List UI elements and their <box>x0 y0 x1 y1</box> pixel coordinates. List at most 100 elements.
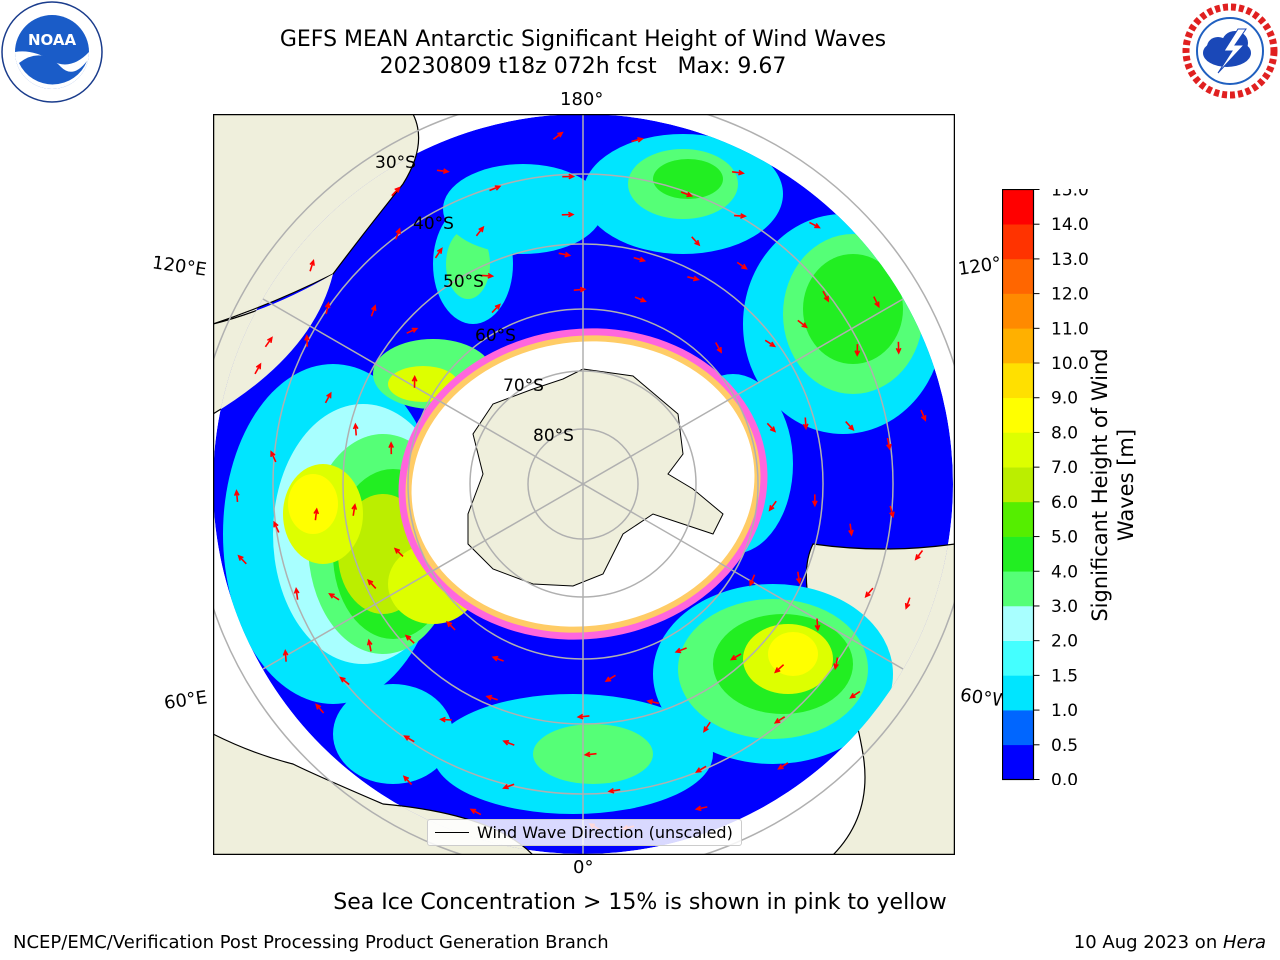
lon-label-60e: 60°E <box>162 687 209 714</box>
colorbar-segment <box>1002 467 1034 503</box>
wave-direction-arrow <box>873 296 880 309</box>
colorbar-tick-label: 8.0 <box>1051 423 1078 443</box>
wave-direction-arrow <box>491 303 501 314</box>
colorbar-label: Significant Height of Wind Waves [m] <box>1087 275 1139 695</box>
colorbar-segment <box>1002 293 1034 329</box>
colorbar-tick-label: 0.0 <box>1051 771 1078 786</box>
colorbar-tick-label: 7.0 <box>1051 458 1078 478</box>
wave-direction-arrow <box>491 655 504 662</box>
wave-direction-arrow <box>773 716 786 724</box>
wave-direction-arrow <box>366 638 373 652</box>
wave-direction-arrow <box>502 783 515 790</box>
wave-direction-arrow <box>845 421 855 432</box>
map-frame <box>213 114 955 855</box>
colorbar-tick-label: 11.0 <box>1051 319 1089 339</box>
colorbar-tick-label: 5.0 <box>1051 528 1078 548</box>
graticule <box>213 114 955 855</box>
wave-direction-arrow <box>391 186 401 197</box>
wave-direction-arrow <box>445 620 456 631</box>
colorbar-segment <box>1002 397 1034 433</box>
wave-direction-arrow <box>237 554 247 565</box>
wave-direction-arrow <box>339 676 350 686</box>
colorbar-segment <box>1002 536 1034 572</box>
wave-direction-arrow <box>914 550 924 561</box>
map-plot: 30°S 40°S 50°S 60°S 70°S 80°S <box>213 114 955 855</box>
colorbar-segment <box>1002 432 1034 468</box>
wave-direction-arrow <box>691 236 701 247</box>
colorbar-tick-label: 12.0 <box>1051 285 1089 305</box>
colorbar-segment <box>1002 710 1034 746</box>
colorbar-tick-label: 4.0 <box>1051 562 1078 582</box>
wave-direction-arrow <box>695 765 707 773</box>
wave-direction-arrow <box>694 805 708 812</box>
wave-direction-arrow <box>469 808 482 816</box>
colorbar-segment <box>1002 224 1034 260</box>
lat-label-60s: 60°S <box>475 326 516 346</box>
wave-direction-arrow <box>809 221 821 229</box>
wave-direction-arrow <box>273 520 280 533</box>
colorbar-segment <box>1002 571 1034 607</box>
wave-direction-arrow <box>777 762 789 770</box>
wave-direction-arrow <box>889 505 895 519</box>
wave-direction-arrow <box>404 634 415 644</box>
lon-label-120w: 120° <box>956 253 1003 280</box>
wave-direction-arrow <box>324 391 332 404</box>
wave-direction-arrow <box>674 647 687 654</box>
map-subtitle: 20230809 t18z 072h fcst Max: 9.67 <box>379 54 787 79</box>
wave-direction-arrow <box>439 716 452 723</box>
wave-direction-arrow <box>324 301 331 315</box>
colorbar-segment <box>1002 640 1034 676</box>
wave-direction-arrow <box>561 211 575 218</box>
wave-direction-arrow <box>703 721 711 733</box>
wave-direction-arrow <box>406 327 419 334</box>
wave-direction-arrow <box>254 362 262 375</box>
wave-direction-arrow <box>687 275 700 282</box>
wind-wave-arrows <box>233 131 927 831</box>
wave-direction-arrow <box>233 489 240 502</box>
lon-label-180: 180° <box>560 89 604 110</box>
lat-label-50s: 50°S <box>443 272 484 292</box>
wave-direction-arrow <box>402 775 413 786</box>
wave-direction-arrow <box>736 261 748 270</box>
colorbar-label-line1: Significant Height of Wind <box>1088 348 1112 622</box>
wave-direction-arrow <box>764 339 777 348</box>
wave-direction-arrow <box>822 290 830 303</box>
wave-direction-arrow <box>920 409 927 422</box>
wave-direction-arrow <box>270 450 277 463</box>
lat-label-30s: 30°S <box>375 153 416 173</box>
wave-direction-arrow <box>734 213 747 219</box>
colorbar-segment <box>1002 363 1034 399</box>
lon-label-120e: 120°E <box>150 252 208 281</box>
colorbar-tick-label: 6.0 <box>1051 493 1078 513</box>
wave-direction-arrow <box>411 374 418 388</box>
colorbar-tick-label: 10.0 <box>1051 354 1089 374</box>
wave-direction-arrow <box>833 657 839 671</box>
wave-direction-arrow <box>282 648 289 662</box>
wave-direction-arrow <box>895 341 902 355</box>
footer-date-text: 10 Aug 2023 on <box>1073 932 1223 953</box>
colorbar-tick-label: 15.0 <box>1051 189 1089 201</box>
colorbar-segment <box>1002 189 1034 225</box>
wave-direction-arrow <box>388 441 395 455</box>
colorbar-segment <box>1002 605 1034 641</box>
sea-ice-note: Sea Ice Concentration > 15% is shown in … <box>333 890 947 915</box>
wave-direction-arrow <box>848 523 854 537</box>
wave-direction-arrow <box>367 578 377 589</box>
colorbar-segment <box>1002 744 1034 780</box>
noaa-logo: NOAA <box>1 1 103 103</box>
wave-direction-arrow <box>797 319 808 329</box>
wave-direction-arrow <box>766 422 777 433</box>
wave-direction-arrow <box>351 503 358 516</box>
colorbar-tick-label: 2.0 <box>1051 632 1078 652</box>
wave-direction-arrow <box>313 507 320 521</box>
footer-date: 10 Aug 2023 on Hera <box>1074 932 1266 953</box>
wave-direction-arrow <box>434 247 443 259</box>
wave-direction-arrow <box>328 593 340 601</box>
wave-direction-arrow <box>436 168 450 174</box>
lat-label-40s: 40°S <box>413 214 454 234</box>
wave-direction-arrow <box>552 131 564 140</box>
wave-direction-arrow <box>475 225 485 237</box>
wave-direction-arrow <box>583 751 597 758</box>
lon-label-0: 0° <box>573 857 594 878</box>
wave-direction-arrow <box>309 259 315 272</box>
